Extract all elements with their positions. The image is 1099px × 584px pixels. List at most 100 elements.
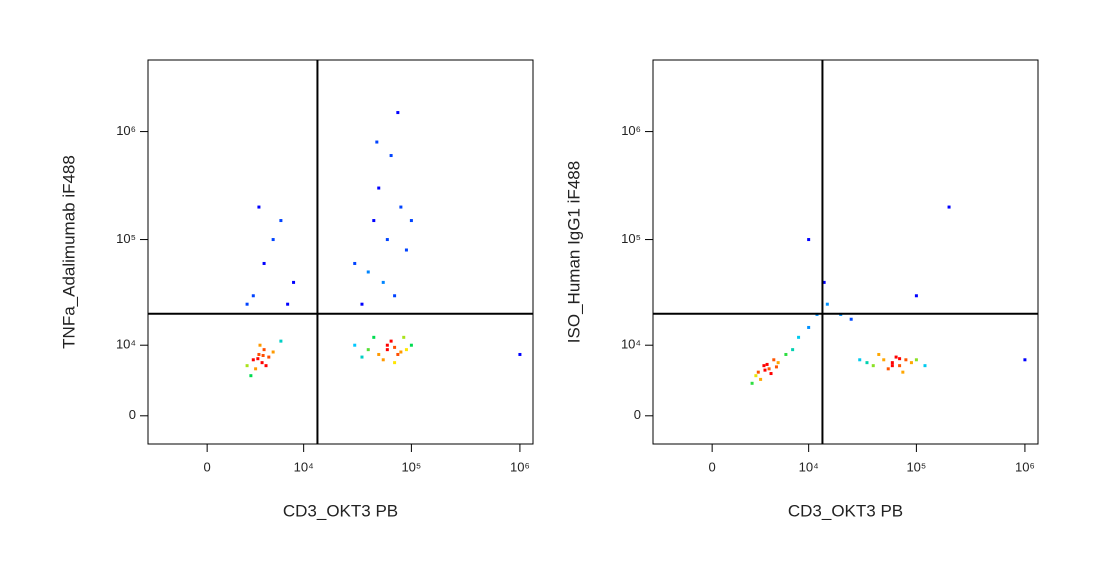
event-dot — [858, 358, 862, 362]
event-dot — [769, 372, 773, 376]
event-dot — [754, 374, 758, 378]
event-dot — [279, 219, 283, 223]
y-tick-label: 10⁴ — [116, 337, 136, 352]
event-dot — [261, 353, 265, 357]
event-dot — [396, 352, 400, 356]
event-dot — [849, 317, 853, 321]
event-dot — [260, 361, 264, 365]
event-dot — [898, 357, 902, 361]
event-dot — [393, 361, 397, 365]
event-dot — [271, 238, 275, 242]
y-tick-label: 10⁵ — [116, 231, 136, 246]
event-dot — [784, 352, 788, 356]
event-dot — [396, 111, 400, 115]
event-dot — [264, 364, 268, 368]
x-tick-label: 0 — [709, 459, 716, 474]
event-dot — [898, 364, 902, 368]
event-dot — [750, 381, 754, 385]
event-dot — [901, 370, 905, 374]
event-dot — [886, 367, 890, 371]
event-dot — [389, 154, 393, 158]
event-dot — [404, 348, 408, 352]
event-dot — [385, 348, 389, 352]
event-dot — [245, 364, 249, 368]
event-dot — [807, 238, 811, 242]
event-dot — [763, 368, 767, 372]
plot: 0 10⁴ 10⁵ 10⁶ 0 10⁴ 10⁵ 10⁶ CD3_OKT3 PB TNFa_Adal… — [59, 59, 534, 520]
plot-frame — [652, 59, 1039, 445]
event-dot — [909, 361, 913, 365]
event-dot — [404, 248, 408, 252]
event-dot — [381, 280, 385, 284]
event-dot — [791, 348, 795, 352]
event-dot — [258, 343, 262, 347]
plot: 0 10⁴ 10⁵ 10⁶ 0 10⁴ 10⁵ 10⁶ CD3_OKT3 PB ISO_Human… — [564, 59, 1039, 520]
event-dot — [257, 205, 261, 209]
event-dot — [256, 357, 260, 361]
event-dot — [765, 362, 769, 366]
event-dot — [372, 219, 376, 223]
event-dot — [756, 370, 760, 374]
event-dot — [366, 270, 370, 274]
event-dot — [772, 358, 776, 362]
event-dot — [271, 350, 275, 354]
x-axis-title: CD3_OKT3 PB — [283, 501, 398, 520]
event-dot — [393, 345, 397, 349]
event-dot — [871, 364, 875, 368]
event-dot — [249, 374, 253, 378]
event-dot — [372, 335, 376, 339]
event-dot — [399, 205, 403, 209]
event-dot — [279, 339, 283, 343]
event-dot — [251, 294, 255, 298]
event-dot — [877, 352, 881, 356]
y-tick-label: 10⁶ — [621, 123, 641, 138]
x-tick-label: 10⁶ — [1015, 459, 1035, 474]
event-dot — [366, 348, 370, 352]
event-dot — [389, 339, 393, 343]
event-dot — [245, 302, 249, 306]
y-tick-label: 10⁶ — [116, 123, 136, 138]
event-dot — [353, 343, 357, 347]
x-tick-label: 10⁵ — [906, 459, 926, 474]
event-dot — [399, 350, 403, 354]
event-dot — [776, 361, 780, 365]
event-dot — [518, 352, 522, 356]
event-dot — [882, 358, 886, 362]
event-dot — [251, 358, 255, 362]
event-dot — [890, 361, 894, 365]
event-dot — [292, 280, 296, 284]
event-dot — [402, 335, 406, 339]
event-dot — [865, 361, 869, 365]
event-dot — [807, 325, 811, 329]
event-dot — [409, 219, 413, 223]
y-axis-title: ISO_Human IgG1 iF488 — [564, 161, 583, 343]
event-dot — [257, 352, 261, 356]
event-dot — [767, 367, 771, 371]
event-dot — [923, 364, 927, 368]
event-dot — [759, 377, 763, 381]
event-dot — [409, 343, 413, 347]
event-dot — [360, 302, 364, 306]
y-tick-label: 10⁴ — [621, 337, 641, 352]
y-tick-label: 10⁵ — [621, 231, 641, 246]
event-dot — [262, 261, 266, 265]
y-tick-label: 0 — [129, 407, 136, 422]
x-axis-title: CD3_OKT3 PB — [788, 501, 903, 520]
event-dot — [377, 352, 381, 356]
event-dot — [393, 294, 397, 298]
y-axis-title: TNFa_Adalimumab iF488 — [59, 155, 78, 349]
event-dot — [914, 294, 918, 298]
x-tick-label: 10⁴ — [799, 459, 819, 474]
x-tick-label: 10⁴ — [294, 459, 314, 474]
event-dot — [914, 358, 918, 362]
plot-frame — [147, 59, 534, 445]
event-dot — [286, 302, 290, 306]
event-dot — [385, 238, 389, 242]
event-dot — [254, 367, 258, 371]
x-tick-label: 10⁵ — [401, 459, 421, 474]
event-dot — [360, 355, 364, 359]
event-dot — [267, 355, 271, 359]
event-dot — [377, 186, 381, 190]
x-tick-label: 10⁶ — [510, 459, 530, 474]
